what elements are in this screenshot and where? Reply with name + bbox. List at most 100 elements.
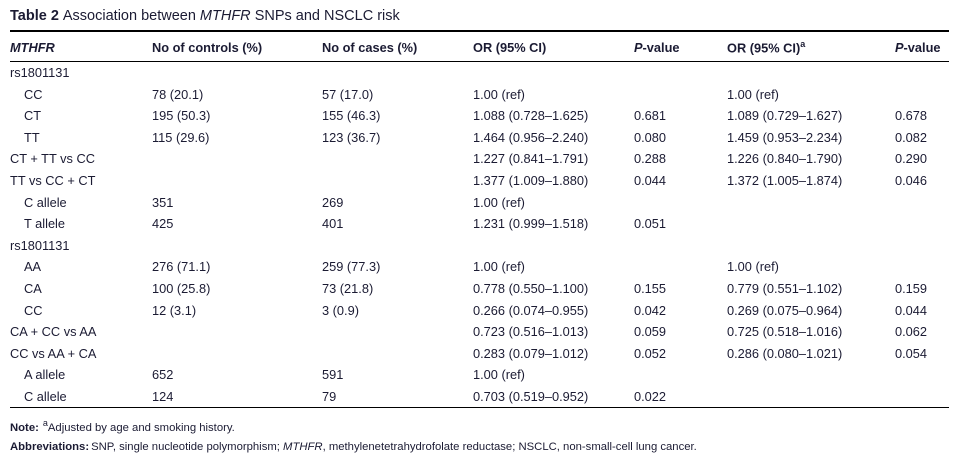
table-row: rs1801131	[10, 62, 949, 84]
table-row: CC vs AA + CA 0.283 (0.079–1.012) 0.052 0.2…	[10, 342, 949, 364]
table-cell: 591	[322, 367, 344, 383]
table-row: T allele 425 401 1.231 (0.999–1.518) 0.051	[10, 213, 949, 235]
row-label: CT + TT vs CC	[10, 151, 95, 167]
table-title: Table 2 Association between MTHFR SNPs an…	[10, 5, 949, 30]
table-cell: 155 (46.3)	[322, 108, 381, 124]
table-cell: 73 (21.8)	[322, 281, 374, 296]
table-cell	[152, 342, 322, 364]
table-cell	[152, 148, 322, 170]
header-text-part: OR (95% CI)	[473, 39, 547, 55]
table-cell	[727, 62, 895, 84]
header-cell: P-value	[895, 31, 949, 62]
title-gene-name: MTHFR	[199, 8, 251, 24]
table-row: rs1801131	[10, 235, 949, 257]
table-cell	[727, 191, 895, 213]
table-row: A allele 652 591 1.00 (ref)	[10, 364, 949, 386]
title-text-before: Association between	[62, 8, 200, 24]
row-label: CC vs AA + CA	[10, 345, 97, 361]
table-cell: 425	[152, 216, 174, 232]
table-cell: 1.377 (1.009–1.880)	[473, 173, 589, 189]
table-cell	[895, 256, 949, 278]
table-row: TT 115 (29.6) 123 (36.7) 1.464 (0.956–2.240…	[10, 127, 949, 149]
row-label: T allele	[24, 216, 66, 232]
table-cell	[895, 386, 949, 408]
table-row: C allele 351 269 1.00 (ref)	[10, 191, 949, 213]
row-label: CC	[24, 86, 43, 102]
table-cell: 0.681	[634, 108, 667, 124]
table-cell: 123 (36.7)	[322, 129, 381, 145]
header-text-part: OR (95% CI)	[727, 40, 801, 56]
table-cell: 57 (17.0)	[322, 86, 374, 102]
header-text-part: No of cases (%)	[322, 39, 418, 55]
table-cell	[473, 62, 634, 84]
table-row: C allele 124 79 0.703 (0.519–0.952) 0.022	[10, 386, 949, 408]
header-row: MTHFR No of controls (%) No of cases (%) OR…	[10, 31, 949, 62]
table-cell	[727, 386, 895, 408]
abbreviations-text-1: SNP, single nucleotide polymorphism;	[91, 440, 284, 453]
table-cell	[727, 213, 895, 235]
table-cell	[634, 364, 727, 386]
table-cell: 0.283 (0.079–1.012)	[473, 345, 589, 361]
table-cell: 1.00 (ref)	[473, 86, 525, 102]
table-cell: 401	[322, 216, 344, 232]
table-row: CC 78 (20.1) 57 (17.0) 1.00 (ref) 1.00 (ref)	[10, 83, 949, 105]
row-label: CA + CC vs AA	[10, 324, 97, 340]
table-cell	[322, 342, 473, 364]
table-cell: 1.231 (0.999–1.518)	[473, 216, 589, 232]
table-cell	[322, 148, 473, 170]
table-cell: 0.725 (0.518–1.016)	[727, 324, 843, 340]
header-text-part: P	[634, 39, 643, 55]
table-cell: 195 (50.3)	[152, 108, 211, 124]
header-text-part: No of controls (%)	[152, 39, 263, 55]
table-cell	[152, 235, 322, 257]
header-text-part: MTHFR	[10, 39, 55, 55]
superscript-marker: a	[800, 39, 806, 49]
table-cell: 0.290	[895, 151, 928, 167]
abbreviations-gene-name: MTHFR	[283, 440, 323, 453]
note-label: Note:	[10, 421, 39, 434]
row-label: CA	[24, 281, 42, 296]
header-cell: No of controls (%)	[152, 31, 322, 62]
table-cell	[152, 321, 322, 343]
table-row: CC 12 (3.1) 3 (0.9) 0.266 (0.074–0.955) 0.04…	[10, 299, 949, 321]
table-cell: 0.080	[634, 129, 667, 145]
table-cell: 78 (20.1)	[152, 86, 204, 102]
table-cell	[473, 235, 634, 257]
table-cell	[895, 191, 949, 213]
table-cell: 1.089 (0.729–1.627)	[727, 108, 843, 124]
table-cell: 0.778 (0.550–1.100)	[473, 281, 589, 296]
table-cell	[322, 62, 473, 84]
header-cell: OR (95% CI)a	[727, 31, 895, 62]
table-cell: 652	[152, 367, 174, 383]
table-cell: 0.288	[634, 151, 667, 167]
row-label: C allele	[24, 194, 67, 210]
table-cell: 0.779 (0.551–1.102)	[727, 281, 843, 296]
row-label: TT	[24, 129, 40, 145]
row-label: CC	[24, 302, 43, 318]
association-table: MTHFR No of controls (%) No of cases (%) OR…	[10, 30, 949, 408]
table-cell: 0.155	[634, 281, 667, 296]
table-row: CA + CC vs AA 0.723 (0.516–1.013) 0.059 0.7…	[10, 321, 949, 343]
table-cell: 1.00 (ref)	[727, 86, 779, 102]
table-cell	[322, 321, 473, 343]
table-cell: 1.00 (ref)	[473, 259, 525, 275]
table-cell: 0.051	[634, 216, 667, 232]
table-row: CT + TT vs CC 1.227 (0.841–1.791) 0.288 1.2…	[10, 148, 949, 170]
table-cell	[152, 170, 322, 192]
table-cell: 1.227 (0.841–1.791)	[473, 151, 589, 167]
table-cell	[634, 83, 727, 105]
row-label: C allele	[24, 388, 67, 404]
table-cell: 0.678	[895, 108, 928, 124]
table-cell: 1.00 (ref)	[473, 367, 525, 383]
table-row: AA 276 (71.1) 259 (77.3) 1.00 (ref) 1.00 (re…	[10, 256, 949, 278]
table-cell: 115 (29.6)	[152, 129, 210, 145]
table-cell: 0.022	[634, 388, 667, 404]
table-cell	[895, 364, 949, 386]
header-cell: OR (95% CI)	[473, 31, 634, 62]
abbreviations-label: Abbreviations:	[10, 440, 90, 453]
header-text-part: -value	[642, 39, 680, 55]
table-cell: 1.088 (0.728–1.625)	[473, 108, 589, 124]
row-label: rs1801131	[10, 65, 70, 81]
table-cell	[727, 235, 895, 257]
table-cell: 0.159	[895, 281, 928, 296]
